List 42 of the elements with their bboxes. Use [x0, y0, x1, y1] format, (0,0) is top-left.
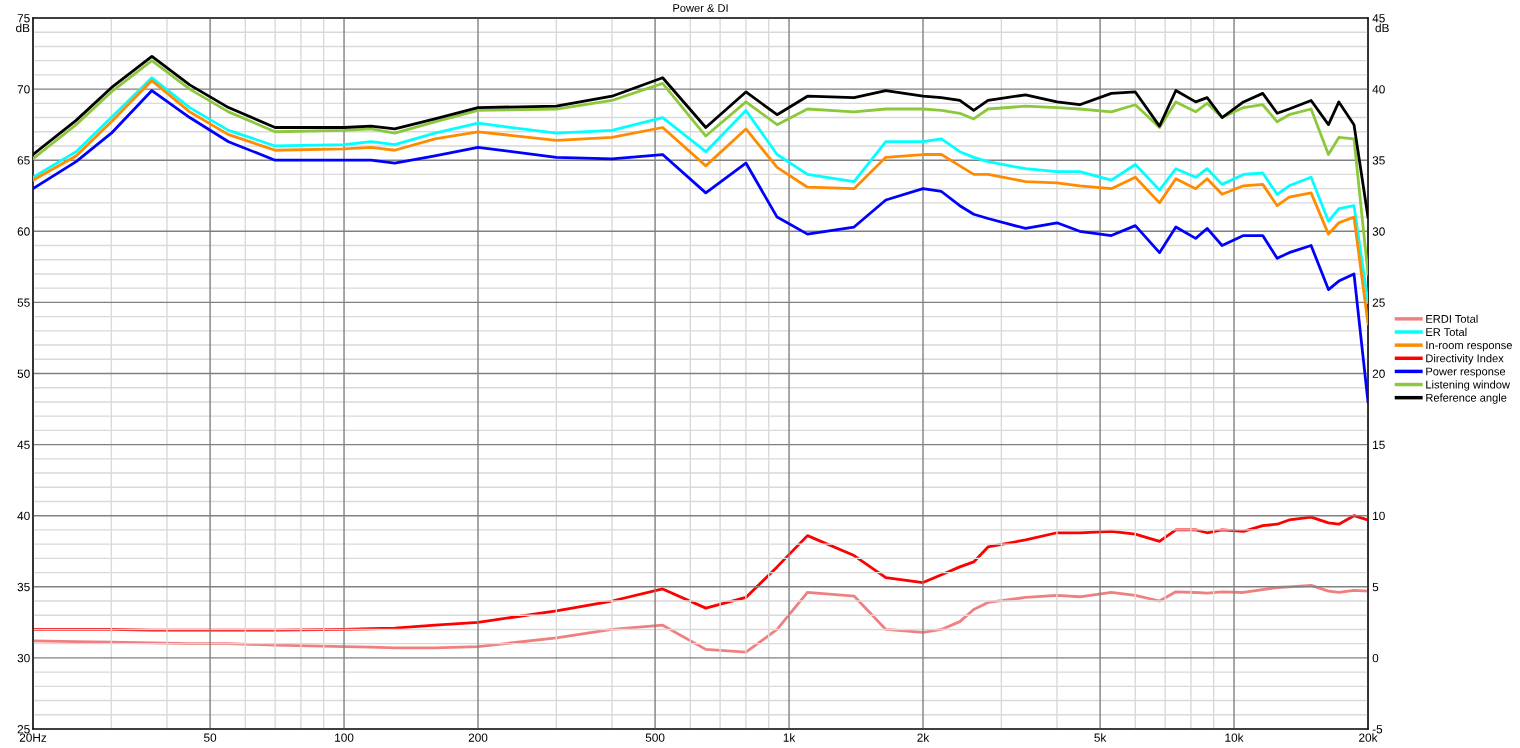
y2-tick-label: 0	[1372, 653, 1379, 663]
chart-title: Power & DI	[673, 4, 728, 12]
x-tick-label: 1k	[783, 733, 796, 742]
x-tick-label: 10k	[1225, 733, 1244, 742]
y-tick-label: 45	[17, 440, 30, 449]
y2-tick-label: 15	[1373, 440, 1385, 449]
legend-label: In-room response	[1426, 341, 1512, 352]
legend-label: Listening window	[1426, 380, 1511, 391]
x-tick-label: 20k	[1359, 733, 1378, 742]
y-tick-label: 70	[17, 85, 30, 94]
y-tick-label: 65	[17, 156, 30, 165]
legend-label: Power response	[1426, 367, 1506, 378]
x-tick-label: 20Hz	[19, 733, 47, 742]
legend-label: Reference angle	[1426, 393, 1507, 404]
x-tick-label: 50	[203, 733, 217, 742]
y-tick-label: 60	[17, 227, 30, 236]
y-tick-label: 50	[17, 369, 30, 378]
y2-tick-label: 5	[1372, 582, 1379, 592]
y2-tick-label: 35	[1372, 156, 1385, 165]
y2-tick-label: 25	[1372, 298, 1385, 307]
x-tick-label: 5k	[1094, 733, 1107, 742]
y-tick-label: 40	[17, 511, 30, 521]
y-tick-label: 35	[17, 582, 30, 592]
y-tick-label: 75	[17, 14, 30, 23]
y-tick-label: 25	[17, 725, 30, 734]
legend-label: ER Total	[1426, 327, 1467, 336]
y-tick-label: 30	[17, 653, 30, 663]
legend-label: Directivity Index	[1426, 354, 1504, 365]
y2-axis-title: dB	[1375, 23, 1389, 33]
y2-tick-label: 20	[1372, 369, 1385, 378]
x-tick-label: 2k	[917, 733, 930, 742]
y2-tick-label: 30	[1372, 227, 1385, 236]
x-tick-label: 500	[645, 733, 665, 742]
x-tick-label: 100	[335, 733, 354, 742]
y-tick-label: 55	[17, 298, 30, 307]
legend-label: ERDI Total	[1426, 314, 1478, 323]
x-tick-label: 200	[468, 733, 488, 742]
y-axis-title: dB	[16, 23, 30, 33]
y2-tick-label: 40	[1372, 85, 1385, 94]
y2-tick-label: -5	[1372, 725, 1383, 734]
y2-tick-label: 10	[1373, 511, 1385, 521]
y2-tick-label: 45	[1372, 14, 1385, 23]
